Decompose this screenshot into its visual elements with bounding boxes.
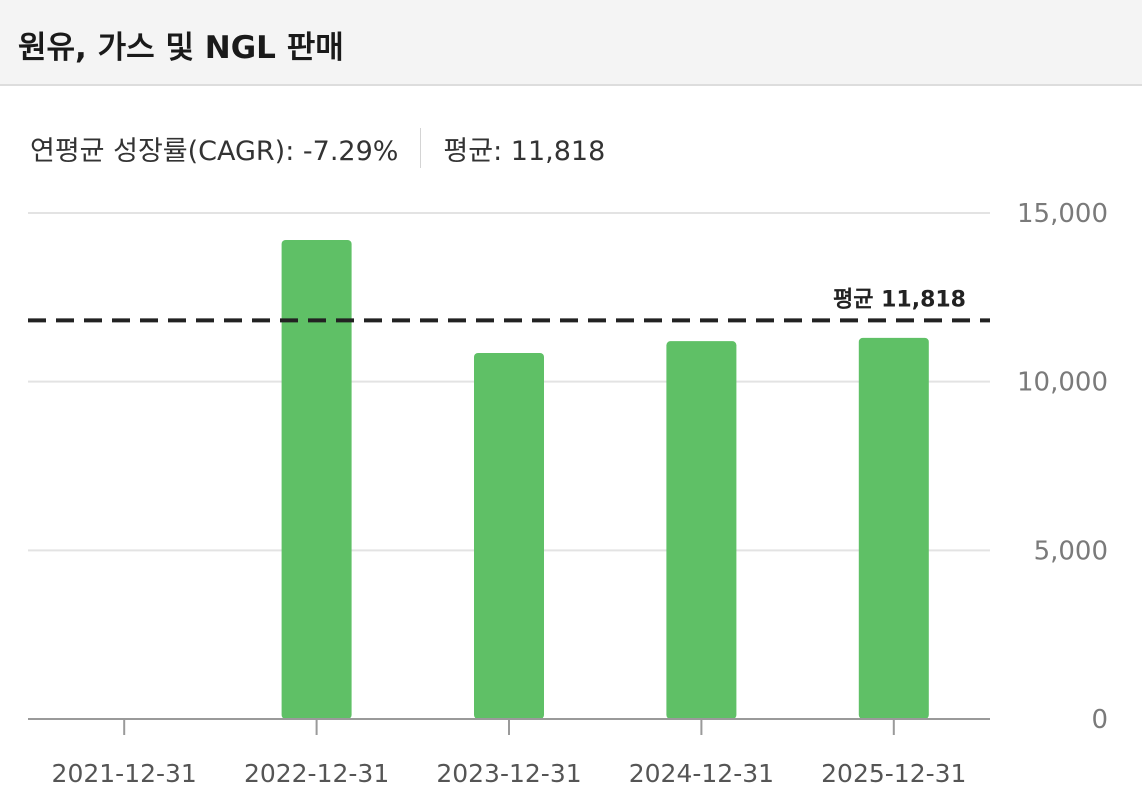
bar-2025-12-31 [858, 337, 929, 719]
average-label: 평균 11,818 [833, 287, 966, 312]
chart-title: 원유, 가스 및 NGL 판매 [18, 30, 344, 66]
bar-2023-12-31 [474, 352, 544, 719]
y-tick-label: 15,000 [1017, 199, 1108, 229]
x-tick-label: 2025-12-31 [821, 759, 966, 788]
x-tick-label: 2023-12-31 [436, 759, 581, 788]
y-tick-label: 5,000 [1034, 536, 1108, 566]
chart-header: 원유, 가스 및 NGL 판매 [0, 0, 1142, 86]
x-tick-label: 2022-12-31 [244, 759, 389, 788]
x-tick-label: 2024-12-31 [629, 759, 774, 788]
chart-stats: 연평균 성장률(CAGR): -7.29% 평균: 11,818 [30, 128, 605, 168]
bar-2022-12-31 [281, 239, 352, 719]
bar-2024-12-31 [666, 341, 737, 719]
stats-divider [420, 128, 422, 168]
y-tick-label: 0 [1091, 705, 1108, 735]
y-tick-label: 10,000 [1017, 368, 1108, 398]
cagr-stat: 연평균 성장률(CAGR): -7.29% [30, 135, 399, 167]
average-stat: 평균: 11,818 [443, 135, 606, 167]
x-tick-label: 2021-12-31 [52, 759, 197, 788]
